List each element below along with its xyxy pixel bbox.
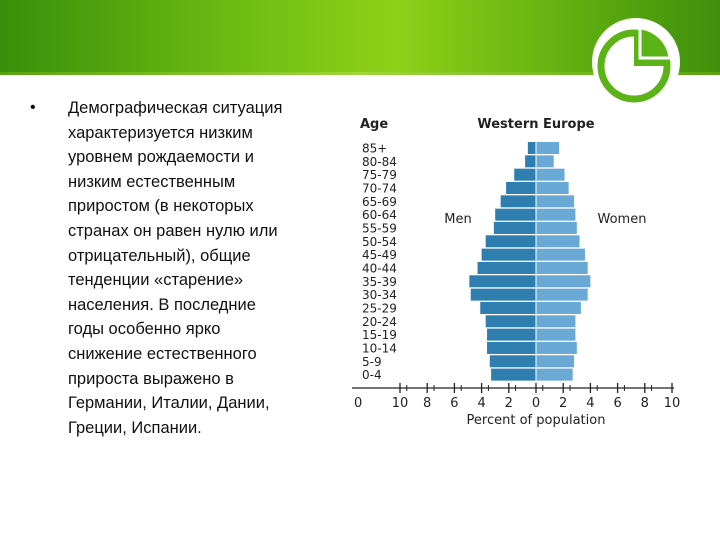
age-label-35-39: 35-39	[362, 275, 397, 289]
men-bar-15-19	[487, 328, 536, 341]
x-tick-label-9: 6	[613, 396, 621, 411]
x-tick-label-0: 0	[354, 396, 362, 411]
x-tick-label-7: 2	[559, 396, 567, 411]
women-bar-25-29	[536, 301, 581, 314]
age-label-40-44: 40-44	[362, 261, 397, 275]
age-label-60-64: 60-64	[362, 208, 397, 222]
women-label: Women	[598, 212, 647, 227]
men-bar-25-29	[480, 301, 536, 314]
age-labels-layer: 85+80-8475-7970-7465-6960-6455-5950-5445…	[362, 142, 397, 383]
men-bar-60-64	[495, 208, 536, 221]
chart-title: Western Europe	[477, 117, 594, 132]
age-label-85+: 85+	[362, 142, 387, 156]
men-bar-10-14	[487, 341, 536, 354]
x-tick-label-6: 0	[532, 396, 540, 411]
women-bar-70-74	[536, 181, 569, 194]
women-bar-80-84	[536, 155, 554, 168]
x-tick-label-1: 10	[392, 396, 409, 411]
x-tick-label-5: 2	[505, 396, 513, 411]
women-bar-0-4	[536, 368, 573, 381]
men-bar-65-69	[500, 195, 536, 208]
women-bar-20-24	[536, 315, 576, 328]
men-bar-75-79	[514, 168, 536, 181]
women-bar-30-34	[536, 288, 588, 301]
x-tick-label-11: 10	[664, 396, 681, 411]
age-label-55-59: 55-59	[362, 221, 397, 235]
x-tick-label-8: 4	[586, 396, 594, 411]
x-tick-label-2: 8	[423, 396, 431, 411]
age-label-70-74: 70-74	[362, 181, 397, 195]
women-bar-75-79	[536, 168, 565, 181]
women-bar-10-14	[536, 341, 577, 354]
men-bar-50-54	[485, 235, 536, 248]
age-label-75-79: 75-79	[362, 168, 397, 182]
women-bar-50-54	[536, 235, 580, 248]
women-bar-5-9	[536, 355, 575, 368]
men-bar-20-24	[485, 315, 536, 328]
women-bar-60-64	[536, 208, 576, 221]
population-pyramid-chart: Age Western Europe Men Women 85+ 80-84 75-…	[352, 108, 682, 432]
women-bar-55-59	[536, 221, 577, 234]
ticks-layer: 0 10 8 6 4 2 0 2 4 6 8 10	[354, 383, 680, 411]
pie-logo-icon	[592, 18, 680, 106]
men-bar-45-49	[481, 248, 536, 261]
men-label: Men	[444, 212, 471, 227]
x-tick-label-4: 4	[477, 396, 485, 411]
age-label-10-14: 10-14	[362, 341, 397, 355]
men-bar-30-34	[470, 288, 536, 301]
age-label-20-24: 20-24	[362, 315, 397, 329]
men-bar-55-59	[493, 221, 536, 234]
bullet-dot: •	[30, 99, 36, 116]
men-bar-70-74	[506, 181, 536, 194]
women-bar-35-39	[536, 275, 591, 288]
men-bar-80-84	[525, 155, 536, 168]
age-label-15-19: 15-19	[362, 328, 397, 342]
age-label-25-29: 25-29	[362, 301, 397, 315]
women-bar-85+	[536, 142, 560, 154]
men-bar-40-44	[477, 261, 536, 274]
header-rule	[0, 72, 720, 75]
age-label-5-9: 5-9	[362, 355, 382, 369]
x-axis-label: Percent of population	[467, 413, 606, 428]
age-label-65-69: 65-69	[362, 195, 397, 209]
bullet-text: Демографическая ситуация характеризуется…	[68, 99, 283, 437]
men-bar-5-9	[489, 355, 536, 368]
age-label-0-4: 0-4	[362, 368, 382, 382]
women-bar-65-69	[536, 195, 575, 208]
chart-age-label: Age	[360, 117, 388, 132]
men-bar-35-39	[469, 275, 536, 288]
x-tick-label-10: 8	[641, 396, 649, 411]
bars-layer	[469, 142, 591, 382]
age-label-30-34: 30-34	[362, 288, 397, 302]
x-tick-label-3: 6	[450, 396, 458, 411]
age-label-50-54: 50-54	[362, 235, 397, 249]
men-bar-0-4	[491, 368, 536, 381]
women-bar-15-19	[536, 328, 576, 341]
age-label-80-84: 80-84	[362, 155, 397, 169]
women-bar-45-49	[536, 248, 585, 261]
chart-canvas: Age Western Europe Men Women 85+80-8475-…	[352, 117, 680, 428]
women-bar-40-44	[536, 261, 588, 274]
age-label-45-49: 45-49	[362, 248, 397, 262]
men-bar-85+	[527, 142, 536, 154]
